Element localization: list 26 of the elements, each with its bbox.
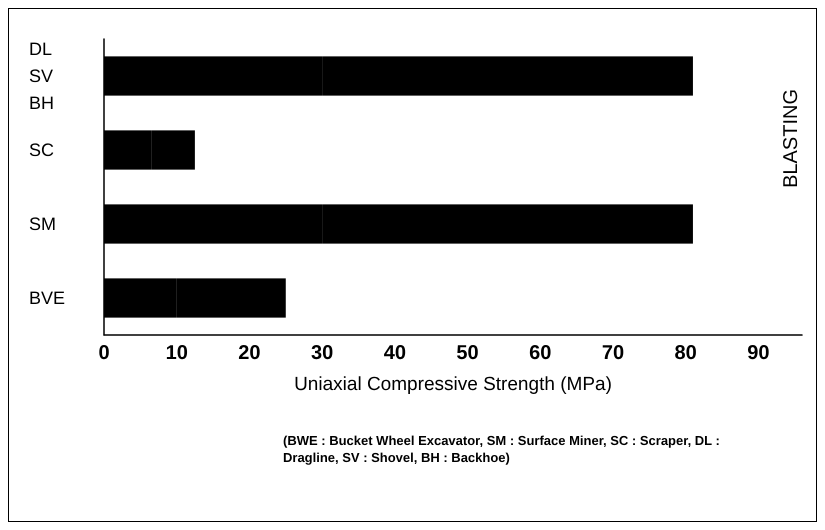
x-tick-label: 30 bbox=[311, 342, 334, 364]
bar bbox=[151, 130, 195, 170]
frame-border: BLASTING Uniaxial Compressive Strength (MPa) DL SV BH SC SM BVE 0 10 20 30 40 50 60 70 80 90 (BWE : Bucket Wheel Excavator, SM : Surface Miner, SC : Scraper, DL : Dragline, SV : Shovel, BH : Backhoe) bbox=[8, 8, 817, 522]
x-tick-label: 80 bbox=[674, 342, 697, 364]
bar bbox=[104, 204, 322, 244]
x-tick-label: 60 bbox=[529, 342, 552, 364]
bar bbox=[176, 278, 286, 318]
bar bbox=[322, 204, 693, 244]
bar bbox=[104, 278, 177, 318]
x-tick-label: 40 bbox=[384, 342, 406, 364]
bar bbox=[104, 130, 152, 170]
y-tick-label: SM bbox=[29, 214, 56, 234]
x-tick-label: 20 bbox=[238, 342, 261, 364]
x-tick-label: 50 bbox=[456, 342, 479, 364]
bar bbox=[104, 56, 322, 96]
x-tick-label: 10 bbox=[166, 342, 188, 364]
x-tick-label: 70 bbox=[602, 342, 624, 364]
bar bbox=[322, 56, 693, 96]
x-tick-label: 0 bbox=[98, 342, 110, 364]
y-tick-label: SC bbox=[29, 140, 54, 160]
x-axis-title: Uniaxial Compressive Strength (MPa) bbox=[294, 374, 612, 395]
y-tick-label: BVE bbox=[29, 288, 66, 308]
x-tick-label: 90 bbox=[747, 342, 770, 364]
text: (BWE : Bucket Wheel Excavator, SM : Surface Miner, SC : Scraper, DL : Dragline, SV : Shovel, BH : Backhoe) bbox=[283, 432, 721, 466]
annotation: BLASTING bbox=[780, 88, 802, 188]
y-tick-label: DL SV BH bbox=[29, 39, 54, 113]
